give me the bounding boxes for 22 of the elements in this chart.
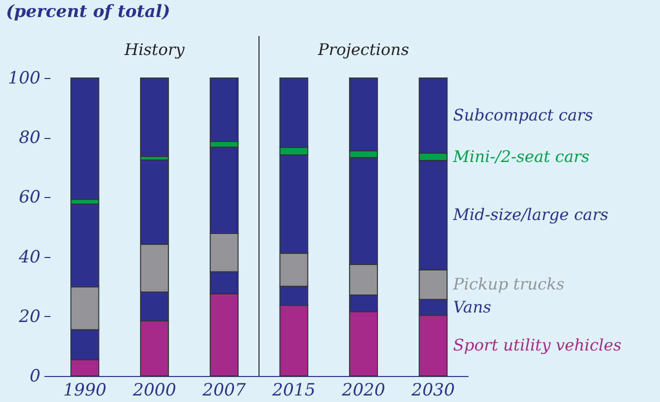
series-label: Pickup trucks	[452, 274, 565, 294]
x-tick-label: 2020	[340, 380, 386, 400]
series-label: Vans	[453, 297, 492, 316]
series-label: Mini-/2-seat cars	[452, 146, 590, 166]
bar	[140, 78, 169, 157]
y-tick-label: 100	[8, 68, 41, 88]
text: History	[123, 40, 186, 59]
y-tick-label: 20	[18, 306, 41, 327]
x-tick-label: 2007	[202, 380, 246, 400]
y-tick-label: 60	[18, 188, 41, 208]
x-tick-label: 1990	[63, 380, 107, 400]
series-label: Sport utility vehicles	[453, 336, 622, 355]
text: Projections	[316, 40, 410, 59]
y-tick-label: 0	[30, 366, 41, 386]
x-tick-label: 2015	[271, 380, 316, 400]
x-tick-label: 2030	[410, 380, 455, 400]
y-tick-label: 80	[18, 128, 41, 148]
x-tick-label: 2000	[132, 380, 176, 400]
series-label: Mid-size/large cars	[452, 205, 608, 224]
y-tick-label: 40	[18, 247, 41, 268]
chart-title: (percent of total)	[6, 2, 170, 22]
series-label: Subcompact cars	[453, 106, 593, 125]
